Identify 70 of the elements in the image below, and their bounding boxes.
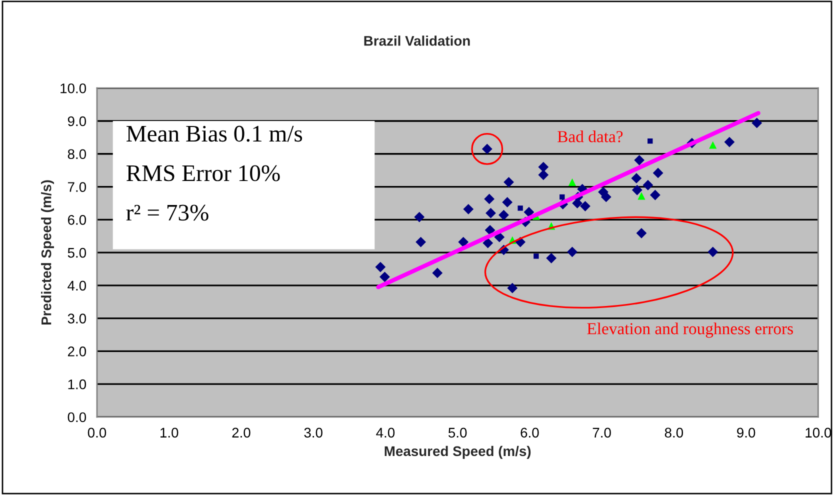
y-tick-label: 1.0 — [68, 379, 86, 390]
point — [724, 136, 735, 148]
point — [494, 232, 505, 242]
point — [416, 236, 426, 248]
x-axis-title: Measured Speed (m/s) — [384, 446, 531, 459]
point — [752, 118, 762, 128]
y-tick-label: 2.0 — [68, 346, 86, 356]
annotation: Elevation and roughness errors — [587, 322, 793, 338]
point — [375, 262, 386, 272]
x-tick-label: 1.0 — [160, 428, 178, 438]
point — [484, 194, 494, 204]
point — [600, 192, 612, 202]
point — [518, 206, 523, 211]
x-tick-label: 10.0 — [806, 428, 832, 438]
point — [463, 204, 474, 214]
point — [708, 246, 718, 258]
y-tick-label: 3.0 — [68, 314, 86, 324]
point — [380, 272, 390, 282]
x-tick-label: 5.0 — [448, 428, 467, 438]
y-tick-label: 8.0 — [68, 149, 86, 160]
point — [650, 190, 660, 200]
point — [709, 141, 717, 149]
x-tick-label: 3.0 — [304, 428, 322, 438]
chart-title: Brazil Validation — [364, 36, 470, 46]
point — [632, 184, 642, 196]
point — [482, 238, 494, 248]
y-tick-label: 0.0 — [68, 412, 86, 422]
point — [414, 212, 425, 222]
point — [458, 236, 469, 248]
y-tick-label: 5.0 — [68, 248, 86, 258]
annotation: r² = 73% — [126, 204, 208, 221]
point — [648, 138, 653, 144]
y-tick-label: 10.0 — [60, 83, 86, 94]
point — [567, 246, 578, 258]
annotation: Bad data? — [558, 130, 623, 142]
y-tick-label: 4.0 — [68, 280, 86, 291]
point — [560, 194, 565, 200]
point — [631, 173, 642, 184]
point — [524, 206, 534, 218]
point — [568, 178, 576, 186]
point — [504, 176, 514, 188]
x-tick-label: 6.0 — [520, 428, 539, 438]
point — [534, 254, 539, 259]
point — [484, 224, 496, 236]
y-tick-label: 9.0 — [68, 116, 86, 126]
y-tick-label: 6.0 — [68, 214, 86, 225]
point — [546, 252, 557, 264]
point — [507, 282, 518, 294]
x-tick-label: 0.0 — [88, 428, 106, 438]
x-tick-label: 4.0 — [376, 428, 395, 438]
annotation: RMS Error 10% — [126, 165, 280, 182]
y-tick-label: 7.0 — [68, 182, 86, 192]
point — [634, 154, 645, 166]
point — [502, 197, 513, 208]
x-tick-label: 7.0 — [592, 428, 611, 438]
y-axis-title: Predicted Speed (m/s) — [41, 180, 54, 325]
x-tick-label: 2.0 — [232, 428, 250, 438]
point — [580, 200, 590, 212]
point — [652, 168, 664, 178]
point — [486, 208, 496, 218]
point — [538, 162, 549, 172]
x-tick-label: 8.0 — [664, 428, 684, 438]
point — [498, 210, 509, 220]
annotation: Mean Bias 0.1 m/s — [126, 126, 302, 142]
point — [636, 228, 647, 238]
point — [638, 192, 646, 200]
x-tick-label: 9.0 — [737, 428, 756, 438]
point — [538, 170, 549, 180]
point — [642, 180, 654, 190]
point — [432, 268, 443, 278]
